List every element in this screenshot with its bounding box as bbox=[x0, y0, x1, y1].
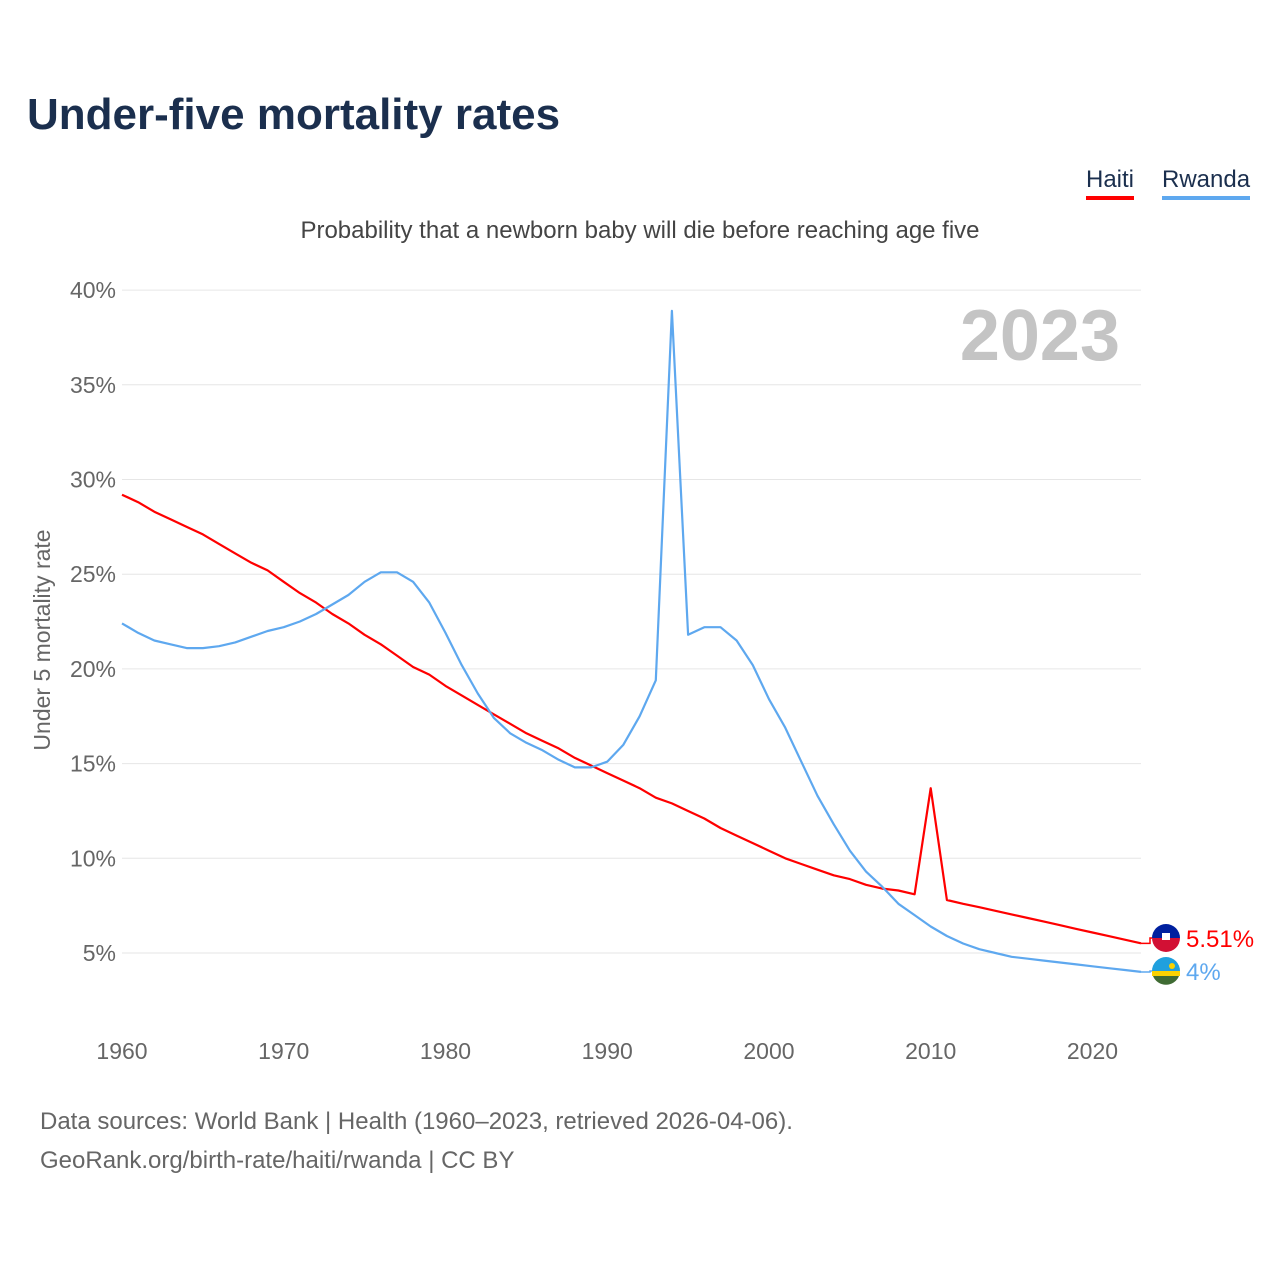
end-connector bbox=[1141, 970, 1152, 973]
x-tick-label: 1980 bbox=[420, 1038, 471, 1064]
footer-sources: Data sources: World Bank | Health (1960–… bbox=[40, 1108, 793, 1135]
footer-link[interactable]: GeoRank.org/birth-rate/haiti/rwanda | CC… bbox=[40, 1147, 515, 1174]
y-tick-label: 35% bbox=[70, 372, 116, 398]
haiti-flag-top bbox=[1152, 924, 1180, 938]
x-tick-label: 2020 bbox=[1067, 1038, 1118, 1064]
y-tick-label: 15% bbox=[70, 751, 116, 777]
rwanda-flag-top bbox=[1152, 957, 1180, 971]
rwanda-flag-middle bbox=[1152, 971, 1180, 976]
legend-rwanda[interactable]: Rwanda bbox=[1162, 166, 1251, 200]
y-tick-label: 20% bbox=[70, 656, 116, 682]
x-tick-label: 1990 bbox=[582, 1038, 633, 1064]
series-line-haiti bbox=[121, 493, 1142, 945]
y-tick-label: 40% bbox=[70, 277, 116, 303]
end-value-label: 5.51% bbox=[1186, 926, 1254, 953]
legend-haiti[interactable]: Haiti bbox=[1086, 166, 1135, 200]
x-tick-label: 2010 bbox=[905, 1038, 956, 1064]
y-axis-label: Under 5 mortality rate bbox=[29, 529, 55, 750]
y-tick-label: 25% bbox=[70, 561, 116, 587]
x-tick-label: 2000 bbox=[743, 1038, 794, 1064]
haiti-flag-bottom bbox=[1152, 938, 1180, 952]
series-line-rwanda bbox=[121, 309, 1142, 973]
rwanda-flag-sun bbox=[1169, 963, 1175, 969]
y-tick-label: 5% bbox=[83, 940, 116, 966]
y-tick-label: 10% bbox=[70, 845, 116, 871]
rwanda-flag-bottom bbox=[1153, 976, 1179, 985]
x-tick-label: 1970 bbox=[258, 1038, 309, 1064]
x-tick-label: 1960 bbox=[96, 1038, 147, 1064]
year-label: 2023 bbox=[960, 296, 1120, 376]
end-value-label: 4% bbox=[1186, 959, 1221, 986]
chart-subtitle: Probability that a newborn baby will die… bbox=[300, 217, 980, 244]
end-connector bbox=[1141, 937, 1152, 945]
chart-title: Under-five mortality rates bbox=[27, 90, 561, 139]
haiti-flag-emblem bbox=[1162, 933, 1170, 940]
y-tick-label: 30% bbox=[70, 467, 116, 493]
